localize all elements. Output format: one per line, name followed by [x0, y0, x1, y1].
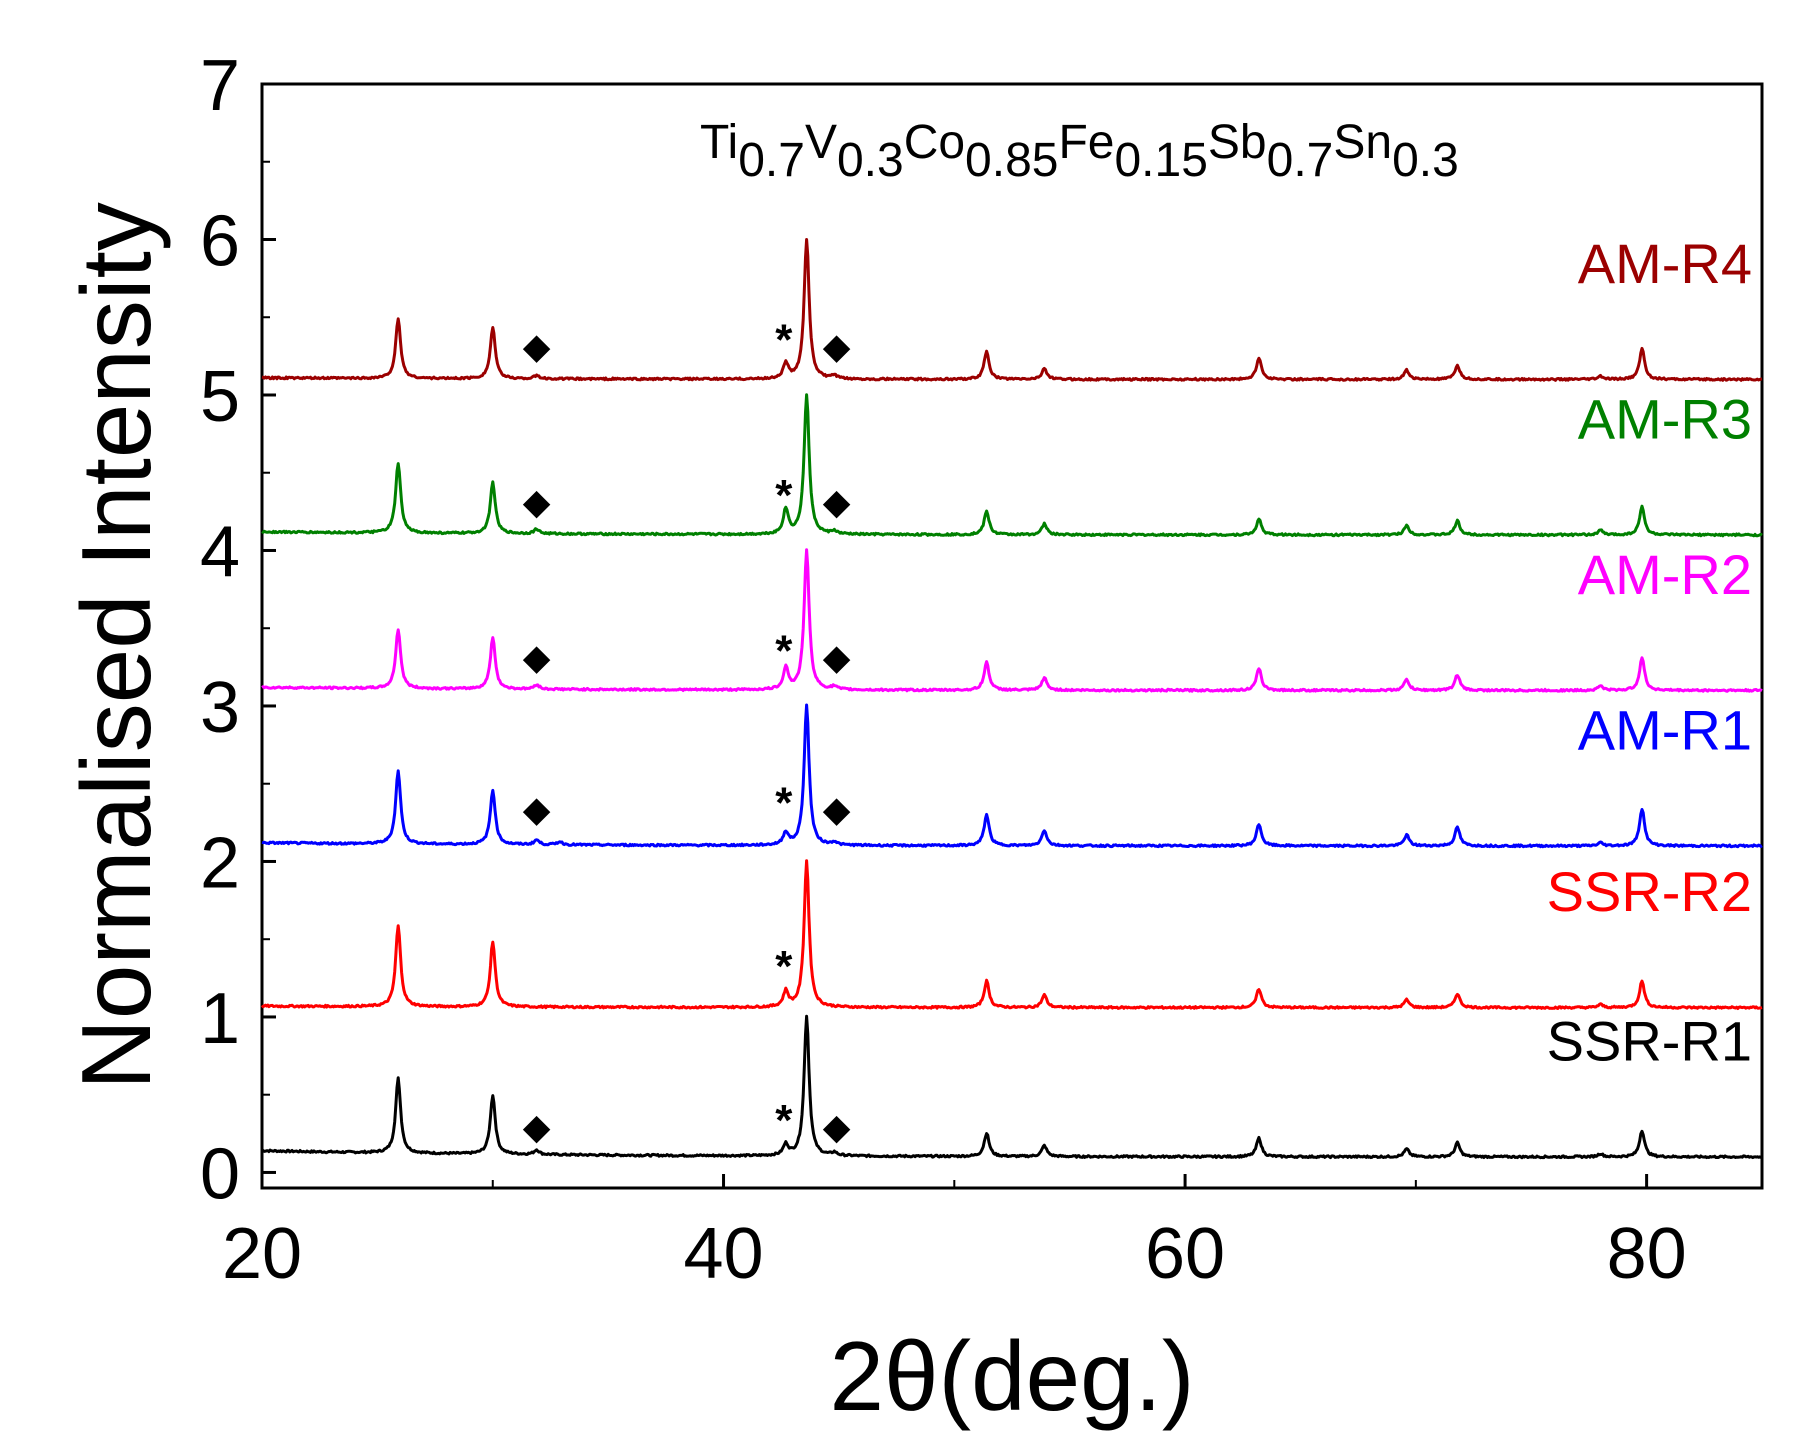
series-line-ssr-r2 [260, 859, 1763, 1010]
series-line-am-r1 [261, 703, 1763, 849]
y-tick-label: 0 [200, 1134, 240, 1214]
y-tick-label: 3 [200, 668, 240, 748]
impurity-star-marker: * [775, 942, 793, 991]
x-axis-title: 2θ(deg.) [829, 1321, 1194, 1431]
series-line-am-r2 [261, 548, 1763, 693]
formula-subscript: 0.7 [1267, 134, 1334, 187]
impurity-star-marker: * [775, 1096, 793, 1145]
series-label-am-r4: AM-R4 [1578, 232, 1752, 295]
formula-element: Fe [1058, 116, 1114, 169]
plot-area [260, 82, 1764, 1190]
impurity-star-marker: * [775, 315, 793, 364]
series-layer [260, 238, 1763, 1160]
x-tick-label: 80 [1607, 1214, 1687, 1294]
impurity-diamond-marker: ◆ [523, 326, 551, 367]
impurity-diamond-marker: ◆ [823, 326, 851, 367]
series-label-ssr-r1: SSR-R1 [1547, 1009, 1752, 1072]
phase-markers: * ◆ ◆ * * ◆ ◆ * ◆ ◆ * ◆ ◆ * ◆ ◆ [523, 315, 851, 1148]
formula-element: V [805, 116, 837, 169]
impurity-diamond-marker: ◆ [523, 790, 551, 831]
formula-subscript: 0.3 [1392, 134, 1459, 187]
series-line-am-r3 [261, 393, 1763, 538]
y-tick-label: 4 [200, 512, 240, 592]
formula-element: Ti [700, 116, 738, 169]
axes-ticks: 20 40 60 80 0 1 2 3 4 5 6 7 [200, 46, 1687, 1294]
formula-element: Sn [1333, 116, 1392, 169]
impurity-diamond-marker: ◆ [823, 790, 851, 831]
formula-subscript: 0.3 [837, 134, 904, 187]
series-labels: SSR-R1 SSR-R2 AM-R1 AM-R2 AM-R3 AM-R4 [1547, 232, 1752, 1072]
x-tick-label: 40 [683, 1214, 763, 1294]
plot-frame [260, 82, 1764, 1190]
impurity-diamond-marker: ◆ [823, 1107, 851, 1148]
formula-element: Sb [1208, 116, 1267, 169]
y-tick-label: 2 [200, 823, 240, 903]
formula-subscript: 0.15 [1114, 134, 1207, 187]
formula-element: Co [904, 116, 965, 169]
formula-subscript: 0.7 [738, 134, 805, 187]
y-tick-label: 5 [200, 357, 240, 437]
impurity-star-marker: * [775, 471, 793, 520]
y-tick-label: 1 [200, 979, 240, 1059]
y-tick-label: 7 [200, 46, 240, 126]
impurity-diamond-marker: ◆ [523, 482, 551, 523]
y-tick-label: 6 [200, 201, 240, 281]
impurity-star-marker: * [775, 779, 793, 828]
series-label-am-r2: AM-R2 [1578, 543, 1752, 606]
impurity-diamond-marker: ◆ [823, 637, 851, 678]
impurity-diamond-marker: ◆ [823, 482, 851, 523]
series-line-ssr-r1 [261, 1014, 1763, 1160]
impurity-star-marker: * [775, 626, 793, 675]
series-label-am-r3: AM-R3 [1578, 388, 1752, 451]
y-axis-title: Normalised Intensity [61, 202, 171, 1090]
series-label-ssr-r2: SSR-R2 [1547, 860, 1752, 923]
formula-subscript: 0.85 [965, 134, 1058, 187]
series-line-am-r4 [261, 238, 1763, 382]
x-tick-label: 60 [1145, 1214, 1225, 1294]
impurity-diamond-marker: ◆ [523, 637, 551, 678]
series-label-am-r1: AM-R1 [1578, 699, 1752, 762]
x-tick-label: 20 [222, 1214, 302, 1294]
impurity-diamond-marker: ◆ [523, 1107, 551, 1148]
compound-formula: Ti0.7V0.3Co0.85Fe0.15Sb0.7Sn0.3 [700, 116, 1459, 187]
